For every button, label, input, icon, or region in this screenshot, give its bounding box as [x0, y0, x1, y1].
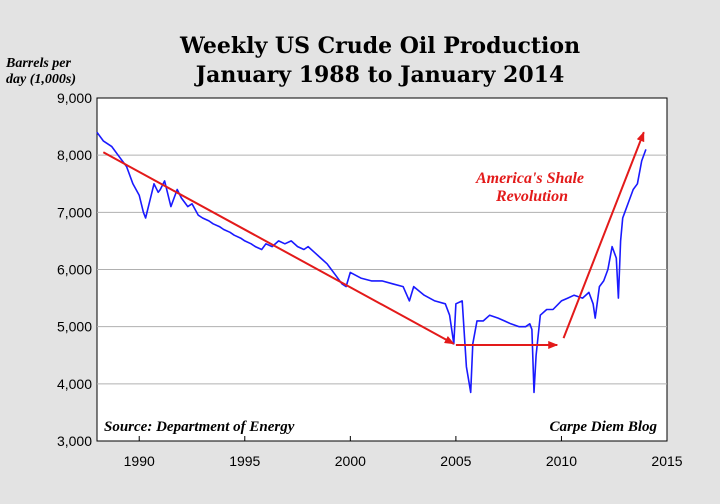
trend-arrow [562, 131, 645, 339]
y-axis-label-line-2: day (1,000s) [6, 72, 76, 87]
y-axis-ticks: 3,000 4,000 5,000 6,000 7,000 8,000 9,000 [57, 90, 92, 449]
x-tick-label: 2005 [440, 453, 471, 469]
y-tick-label: 5,000 [57, 319, 92, 335]
x-tick-label: 1995 [229, 453, 260, 469]
chart-title-line-1: Weekly US Crude Oil Production [179, 33, 581, 59]
source-note: Source: Department of Energy [104, 419, 295, 435]
y-tick-label: 8,000 [57, 147, 92, 163]
x-tick-label: 2015 [651, 453, 682, 469]
gridlines [97, 154, 667, 385]
y-tick-label: 4,000 [57, 376, 92, 392]
y-tick-label: 6,000 [57, 262, 92, 278]
x-axis-ticks: 1990 1995 2000 2005 2010 2015 [124, 436, 683, 469]
trend-arrow [102, 151, 455, 345]
chart-title-line-2: January 1988 to January 2014 [195, 62, 565, 88]
x-tick-label: 1990 [124, 453, 155, 469]
chart-title: Weekly US Crude Oil Production January 1… [150, 32, 610, 90]
annotation-arrows [102, 131, 645, 349]
production-line [96, 131, 647, 394]
y-tick-label: 7,000 [57, 204, 92, 220]
credit-note: Carpe Diem Blog [550, 419, 658, 435]
y-tick-label: 9,000 [57, 90, 92, 106]
y-axis-label-line-1: Barrels per [6, 56, 71, 71]
annotation-label-line-2: Revolution [495, 188, 568, 205]
annotation-label-line-1: America's Shale [475, 170, 584, 187]
series-layer [96, 131, 647, 394]
x-tick-label: 2010 [546, 453, 577, 469]
x-tick-label: 2000 [335, 453, 366, 469]
y-tick-label: 3,000 [57, 433, 92, 449]
y-axis-label: Barrels per day (1,000s) [6, 56, 76, 88]
